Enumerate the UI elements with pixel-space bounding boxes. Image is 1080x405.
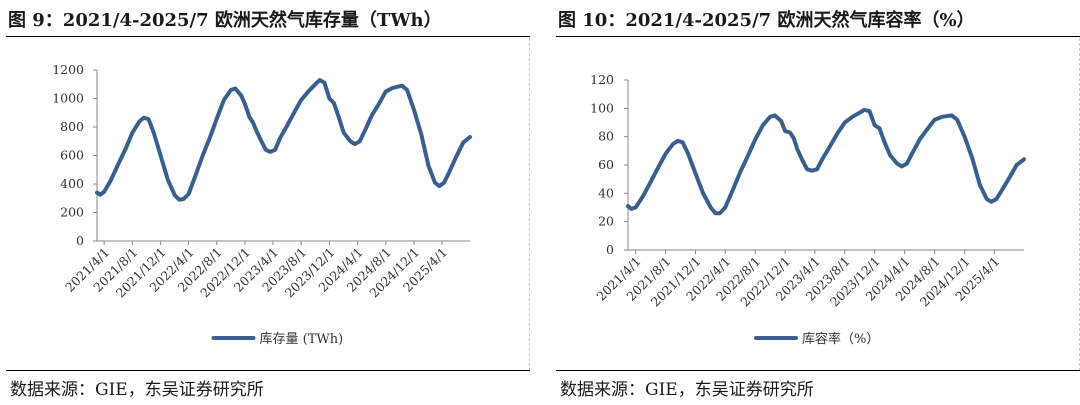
panel-divider — [529, 38, 530, 371]
y-tick-label: 0 — [606, 242, 614, 257]
y-tick-label: 1000 — [52, 91, 84, 106]
y-tick-label: 600 — [60, 148, 84, 163]
source-rule — [6, 370, 530, 371]
legend-label: 库容率（%） — [802, 331, 879, 347]
legend-label: 库存量 (TWh) — [260, 331, 344, 347]
title-rule — [6, 36, 530, 37]
y-tick-label: 20 — [598, 214, 614, 229]
y-tick-label: 400 — [60, 176, 84, 191]
chart-panel-fill-rate: 图 10：2021/4-2025/7 欧洲天然气库容率（%） 0 20 40 60 80… — [550, 0, 1080, 405]
y-tick-label: 80 — [598, 129, 614, 144]
title-rule — [556, 36, 1080, 37]
series-line — [95, 78, 472, 202]
chart-title: 图 10：2021/4-2025/7 欧洲天然气库容率（%） — [558, 10, 975, 31]
y-tick-label: 200 — [60, 205, 84, 220]
chart-title: 图 9：2021/4-2025/7 欧洲天然气库存量（TWh） — [8, 10, 442, 31]
chart-panel-storage: 图 9：2021/4-2025/7 欧洲天然气库存量（TWh） 0 200 400 6… — [0, 0, 530, 405]
y-tick-label: 100 — [590, 100, 614, 115]
source-note: 数据来源：GIE，东吴证券研究所 — [560, 380, 814, 400]
y-tick-label: 40 — [598, 185, 614, 200]
y-tick-label: 0 — [76, 233, 84, 248]
y-tick-label: 1200 — [52, 62, 84, 77]
source-rule — [556, 370, 1080, 371]
series-line — [626, 107, 1026, 216]
source-note: 数据来源：GIE，东吴证券研究所 — [10, 380, 264, 400]
fill-rate-line-chart: 0204060801001202021/4/12021/8/12021/12/1… — [590, 72, 1026, 347]
storage-line-chart: 0200400600800100012002021/4/12021/8/1202… — [52, 62, 472, 347]
y-tick-label: 60 — [598, 157, 614, 172]
y-tick-label: 800 — [60, 119, 84, 134]
y-tick-label: 120 — [590, 72, 614, 87]
